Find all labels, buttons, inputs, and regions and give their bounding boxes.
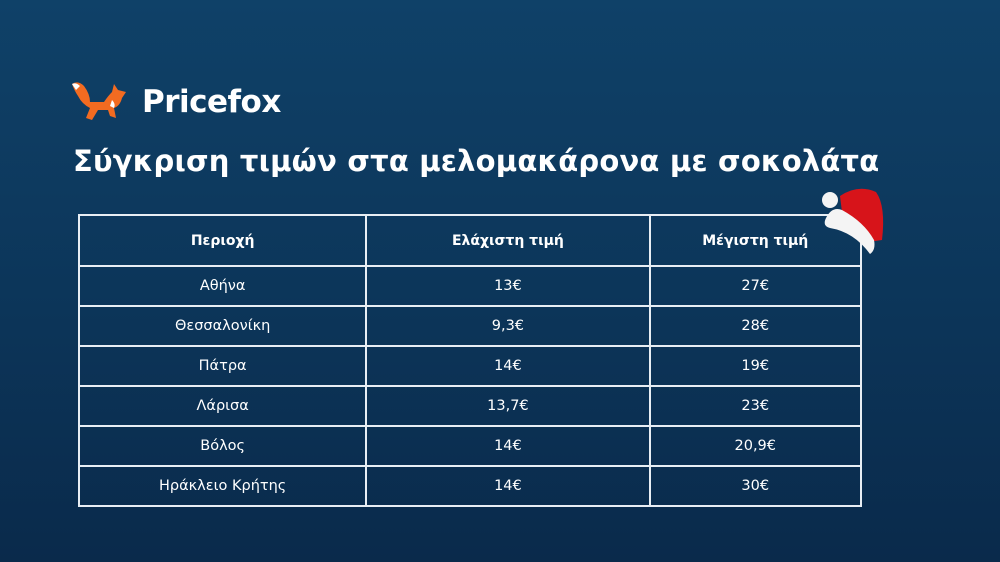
region-cell: Πάτρα — [77, 345, 368, 387]
min-price-cell: 14€ — [365, 425, 651, 467]
max-price-cell: 19€ — [648, 345, 863, 387]
min-price-cell: 14€ — [365, 465, 651, 507]
table-row: Λάρισα 13,7€ 23€ — [77, 385, 863, 427]
santa-hat-icon — [822, 188, 884, 254]
brand-name: Pricefox — [142, 84, 281, 120]
price-table: Περιοχή Ελάχιστη τιμή Μέγιστη τιμή Αθήνα… — [77, 214, 863, 507]
column-header: Περιοχή — [77, 214, 368, 267]
region-cell: Βόλος — [77, 425, 368, 467]
page-title: Σύγκριση τιμών στα μελομακάρονα με σοκολ… — [73, 144, 880, 178]
region-cell: Ηράκλειο Κρήτης — [77, 465, 368, 507]
region-cell: Λάρισα — [77, 385, 368, 427]
region-cell: Αθήνα — [77, 265, 368, 307]
max-price-cell: 30€ — [648, 465, 863, 507]
table-row: Ηράκλειο Κρήτης 14€ 30€ — [77, 465, 863, 507]
pricefox-logo: Pricefox — [68, 78, 281, 126]
table-row: Θεσσαλονίκη 9,3€ 28€ — [77, 305, 863, 347]
min-price-cell: 9,3€ — [365, 305, 651, 347]
column-header: Μέγιστη τιμή — [648, 214, 863, 267]
table-row: Βόλος 14€ 20,9€ — [77, 425, 863, 467]
max-price-cell: 20,9€ — [648, 425, 863, 467]
table-row: Αθήνα 13€ 27€ — [77, 265, 863, 307]
table-header-row: Περιοχή Ελάχιστη τιμή Μέγιστη τιμή — [77, 214, 863, 267]
min-price-cell: 13,7€ — [365, 385, 651, 427]
max-price-cell: 23€ — [648, 385, 863, 427]
min-price-cell: 14€ — [365, 345, 651, 387]
max-price-cell: 28€ — [648, 305, 863, 347]
region-cell: Θεσσαλονίκη — [77, 305, 368, 347]
fox-icon — [72, 82, 126, 120]
column-header: Ελάχιστη τιμή — [365, 214, 651, 267]
min-price-cell: 13€ — [365, 265, 651, 307]
table-row: Πάτρα 14€ 19€ — [77, 345, 863, 387]
max-price-cell: 27€ — [648, 265, 863, 307]
